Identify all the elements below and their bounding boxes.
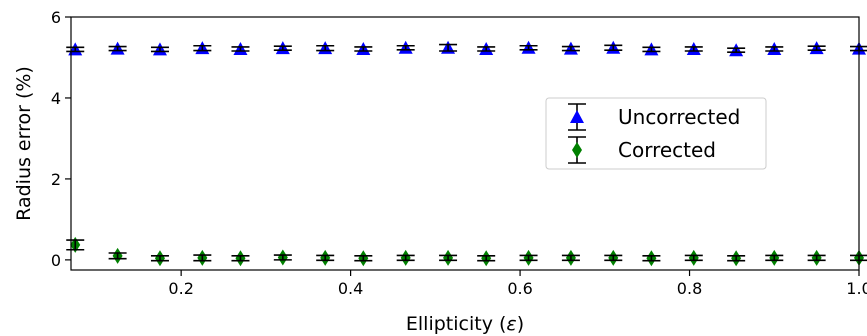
x-tick-label: 0.8 xyxy=(677,279,702,298)
corrected-error-bar xyxy=(561,254,580,262)
corrected-error-bar xyxy=(150,255,169,262)
y-tick-label: 4 xyxy=(51,89,61,108)
uncorrected-error-bar xyxy=(807,45,826,51)
legend: Uncorrected Corrected xyxy=(545,97,767,170)
corrected-error-bar xyxy=(519,254,538,262)
corrected-error-bar xyxy=(439,254,458,262)
y-tick-label: 6 xyxy=(51,8,61,27)
uncorrected-error-bar xyxy=(396,44,415,51)
corrected-error-bar xyxy=(273,254,292,261)
corrected-error-bar xyxy=(604,254,623,262)
corrected-error-bar xyxy=(316,254,335,262)
uncorrected-error-bar xyxy=(519,44,538,51)
corrected-error-bar xyxy=(108,252,127,260)
uncorrected-error-bar xyxy=(439,43,458,52)
x-axis-label-text: Ellipticity ( xyxy=(406,313,507,335)
corrected-error-bar xyxy=(727,255,746,262)
corrected-error-bar xyxy=(66,239,85,251)
uncorrected-error-bar xyxy=(108,45,127,52)
corrected-error-bar xyxy=(807,254,826,262)
uncorrected-error-bar xyxy=(765,46,784,52)
x-axis-label: Ellipticity (ε) xyxy=(406,313,524,335)
legend-label-uncorrected: Uncorrected xyxy=(618,105,740,129)
uncorrected-error-bar xyxy=(354,46,373,52)
uncorrected-error-bar xyxy=(477,46,496,52)
x-tick-label: 0.4 xyxy=(338,279,363,298)
y-tick-label: 2 xyxy=(51,170,61,189)
corrected-error-bar xyxy=(231,255,250,262)
uncorrected-error-bar xyxy=(561,45,580,52)
uncorrected-error-bar xyxy=(66,46,85,53)
x-tick-label: 0.2 xyxy=(168,279,193,298)
uncorrected-error-bar xyxy=(642,46,661,53)
corrected-error-bar xyxy=(477,255,496,262)
legend-marker xyxy=(572,142,582,158)
uncorrected-error-bar xyxy=(193,44,212,52)
plot-frame xyxy=(70,16,860,271)
x-tick-label: 1.0 xyxy=(846,279,867,298)
x-axis-label-close: ) xyxy=(517,313,524,335)
uncorrected-error-bar xyxy=(150,46,169,53)
x-tick-label: 0.6 xyxy=(507,279,532,298)
axis-ticks: 0.2 0.4 0.6 0.8 1.0 0 2 4 6 xyxy=(51,8,867,298)
corrected-error-bar xyxy=(193,254,212,262)
uncorrected-error-bar xyxy=(684,46,703,52)
uncorrected-error-bar xyxy=(604,44,623,51)
legend-marker xyxy=(570,110,584,123)
corrected-error-bar xyxy=(642,255,661,262)
legend-box xyxy=(545,97,767,170)
x-axis-label-symbol: ε xyxy=(506,313,516,335)
plot-area xyxy=(66,40,867,267)
legend-item-uncorrected: Uncorrected xyxy=(568,103,740,131)
corrected-error-bar xyxy=(354,255,373,262)
legend-item-corrected: Corrected xyxy=(568,136,716,164)
legend-items: Uncorrected Corrected xyxy=(568,103,740,164)
series-corrected xyxy=(66,236,867,267)
corrected-error-bar xyxy=(396,254,415,262)
y-axis-label: Radius error (%) xyxy=(13,66,35,221)
series-uncorrected xyxy=(66,40,867,57)
corrected-error-bar xyxy=(765,254,784,262)
uncorrected-error-bar xyxy=(727,47,746,54)
corrected-error-bar xyxy=(684,254,703,262)
legend-label-corrected: Corrected xyxy=(618,138,716,162)
uncorrected-error-bar xyxy=(273,45,292,51)
uncorrected-error-bar xyxy=(231,46,250,52)
uncorrected-error-bar xyxy=(316,44,335,52)
y-tick-label: 0 xyxy=(51,251,61,270)
